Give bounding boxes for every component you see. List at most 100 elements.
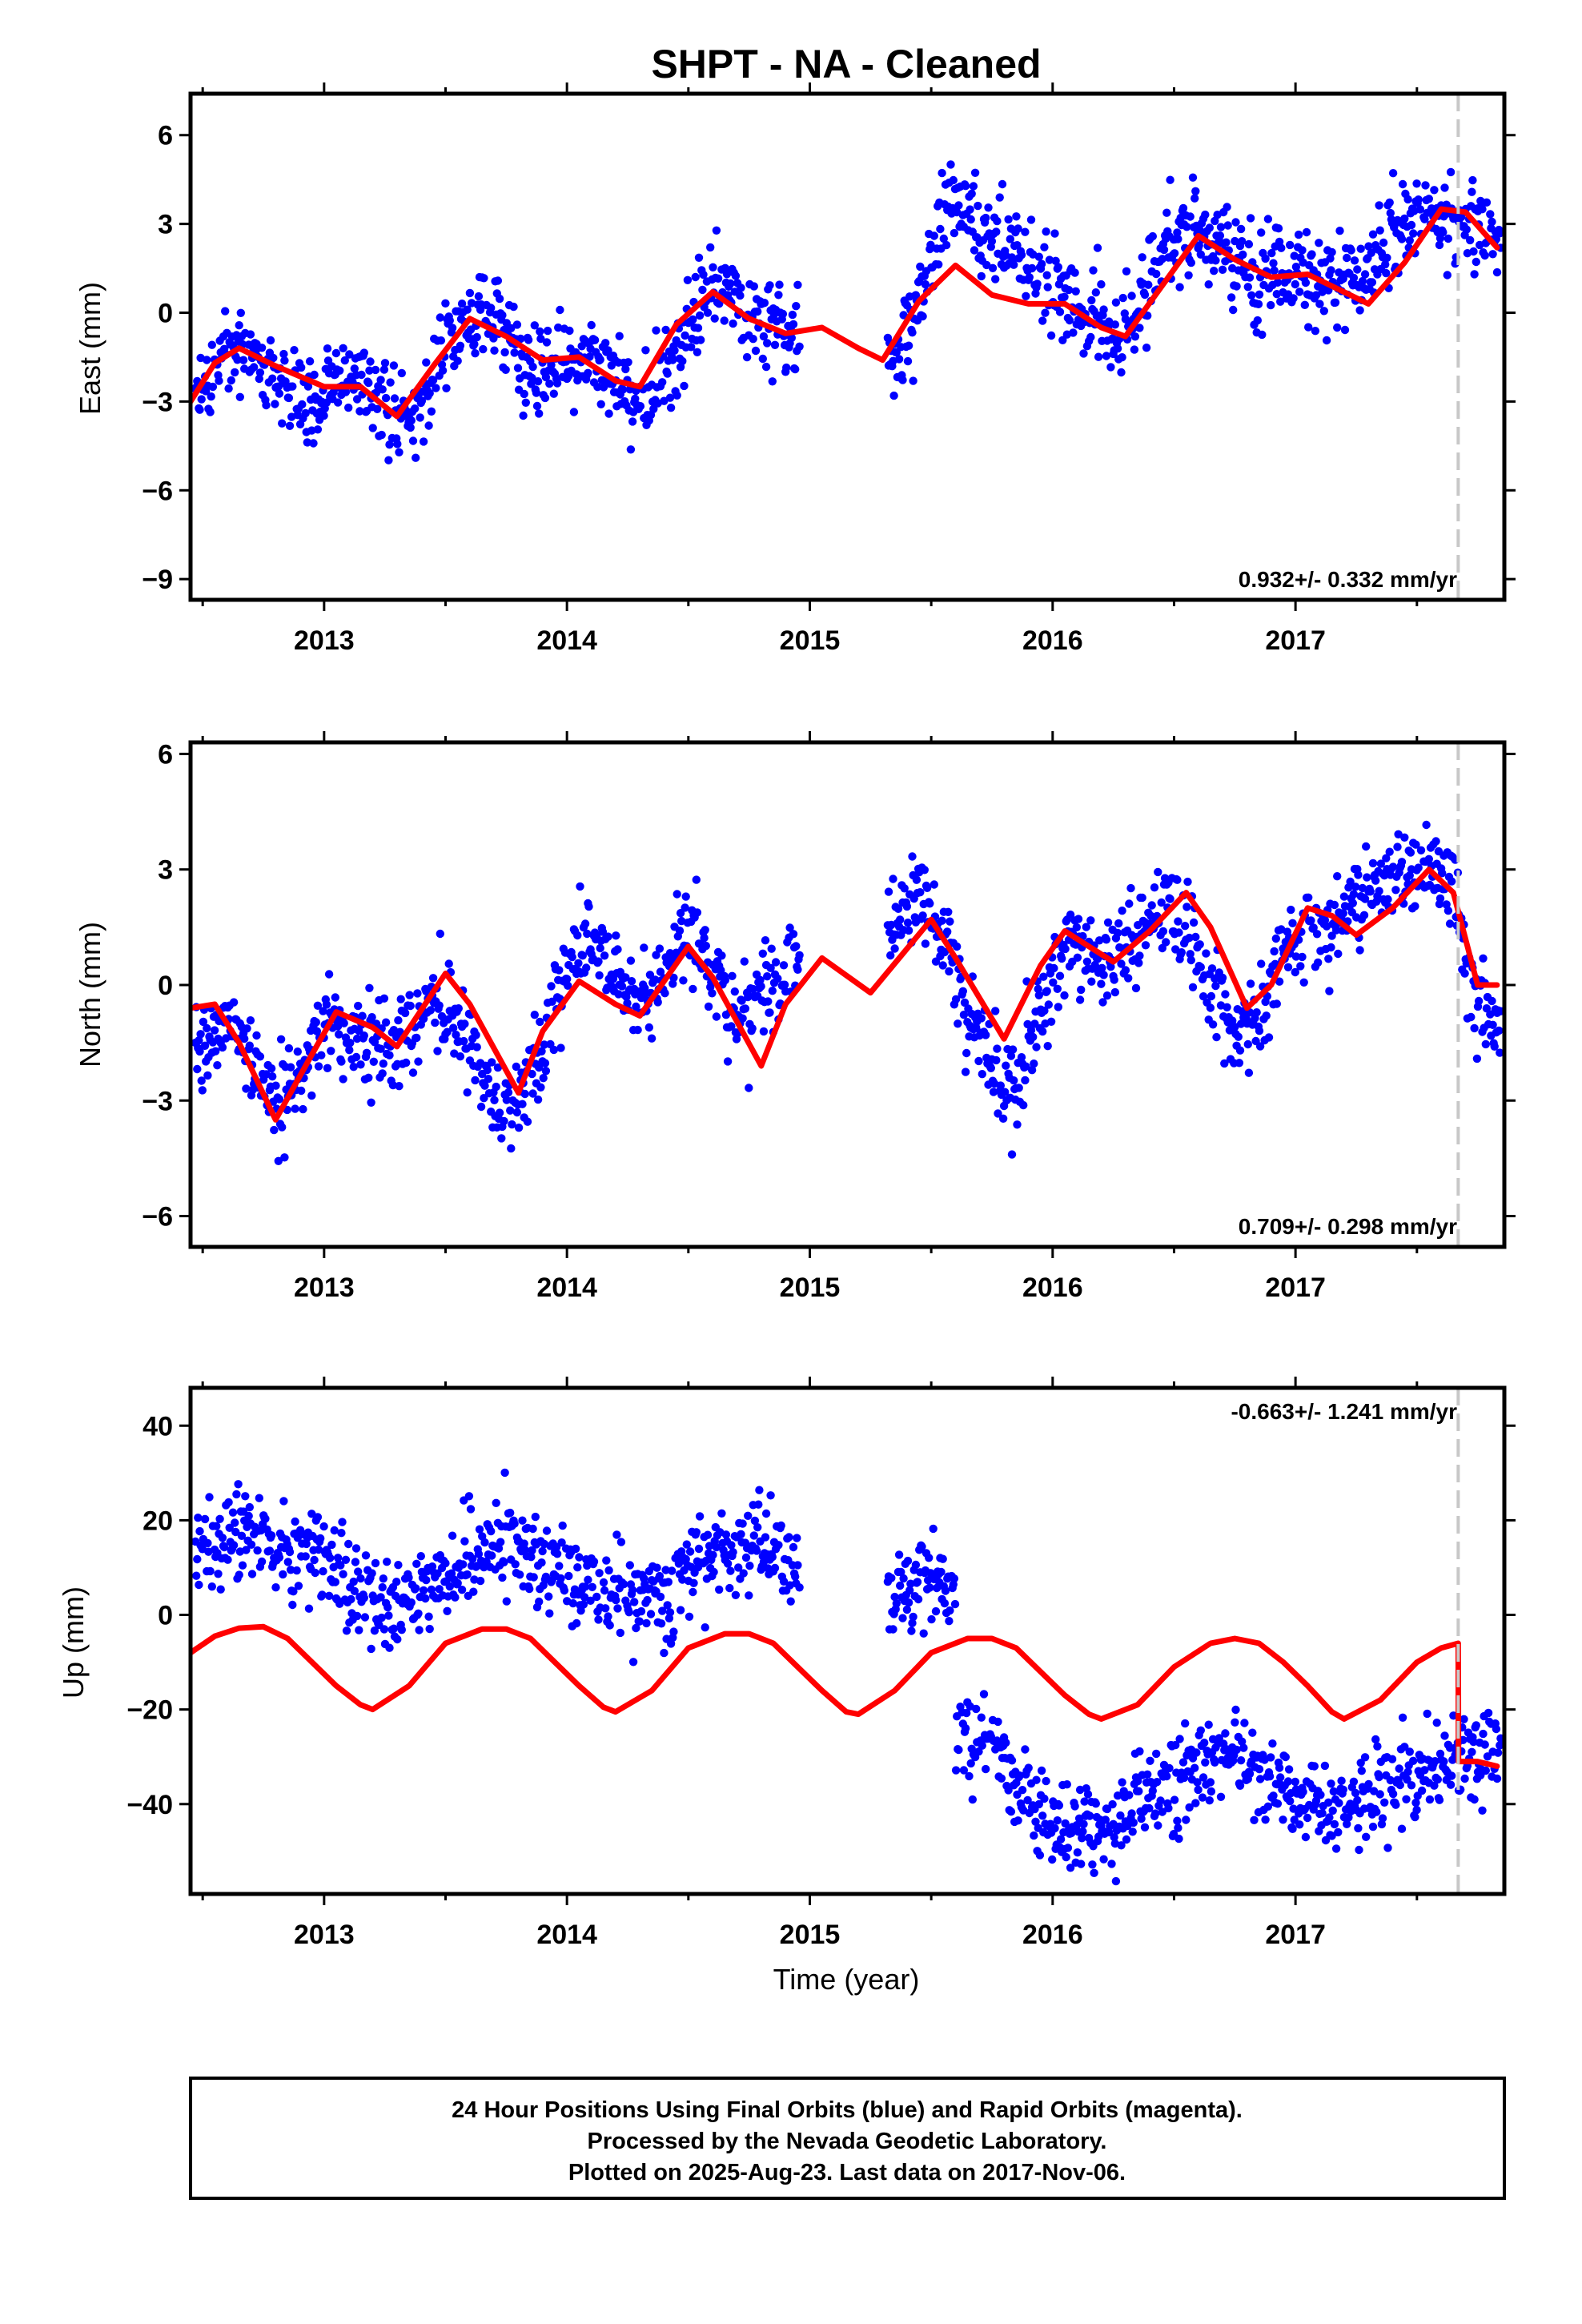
east-data-point	[729, 319, 737, 328]
north-data-point	[512, 1062, 520, 1072]
up-data-point	[1118, 1778, 1126, 1787]
up-data-point	[739, 1569, 748, 1578]
up-data-point	[940, 1598, 950, 1608]
north-data-point	[1354, 870, 1363, 879]
up-data-point	[1110, 1833, 1118, 1842]
north-data-point	[200, 1041, 210, 1051]
north-data-point	[1060, 991, 1069, 1000]
up-data-point	[1397, 1824, 1407, 1833]
up-data-point	[1343, 1819, 1351, 1828]
up-data-point	[518, 1516, 527, 1525]
east-data-point	[726, 279, 735, 288]
up-data-point	[926, 1583, 934, 1592]
east-data-point	[479, 344, 488, 354]
east-data-point	[938, 168, 946, 178]
east-data-point	[268, 374, 277, 383]
east-data-point	[942, 240, 951, 250]
east-data-point	[977, 271, 986, 281]
east-data-point	[1159, 245, 1169, 255]
up-data-point	[1299, 1787, 1307, 1796]
north-data-point	[210, 1026, 219, 1035]
north-y-tick-label: 6	[158, 739, 173, 770]
north-y-tick-label: −6	[142, 1202, 173, 1232]
east-data-point	[1071, 287, 1080, 296]
north-data-point	[1331, 926, 1341, 935]
east-data-point	[921, 279, 930, 289]
up-data-point	[755, 1486, 764, 1494]
north-data-point	[1416, 846, 1426, 855]
east-data-point	[939, 234, 949, 243]
up-data-point	[218, 1534, 227, 1542]
east-data-point	[1488, 217, 1496, 227]
up-data-point	[379, 1574, 387, 1583]
up-data-point	[1054, 1801, 1064, 1810]
up-data-point	[1417, 1786, 1427, 1795]
east-y-tick-label: 0	[158, 298, 173, 328]
up-data-point	[917, 1542, 926, 1551]
north-data-point	[555, 966, 564, 975]
east-data-point	[995, 193, 1004, 202]
east-data-point	[373, 404, 382, 413]
north-data-point	[1470, 1023, 1479, 1033]
east-data-point	[490, 346, 499, 355]
north-data-point	[1388, 862, 1398, 871]
north-data-point	[651, 975, 660, 984]
east-data-point	[498, 311, 507, 320]
up-data-point	[376, 1593, 385, 1602]
up-data-point	[913, 1578, 922, 1586]
north-data-point	[1325, 987, 1334, 995]
north-data-point	[1157, 898, 1166, 907]
north-data-point	[1046, 1017, 1056, 1027]
east-data-point	[1148, 231, 1158, 241]
up-data-point	[1335, 1799, 1343, 1807]
north-data-point	[953, 942, 962, 951]
north-data-point	[229, 998, 239, 1007]
north-data-point	[413, 989, 422, 998]
up-x-tick-label: 2013	[294, 1920, 355, 1950]
up-data-point	[344, 1539, 353, 1549]
east-data-point	[1054, 263, 1063, 271]
east-data-point	[203, 356, 211, 364]
up-data-point	[224, 1498, 233, 1507]
north-data-point	[1049, 978, 1058, 987]
north-data-point	[944, 907, 953, 917]
north-data-point	[721, 975, 729, 985]
north-data-point	[1360, 895, 1370, 903]
north-data-point	[213, 1061, 222, 1070]
up-data-point	[238, 1561, 247, 1570]
north-data-point	[490, 1096, 499, 1105]
up-data-point	[231, 1527, 240, 1537]
east-data-point	[1186, 258, 1196, 267]
up-data-point	[1349, 1777, 1359, 1786]
up-data-point	[1378, 1814, 1387, 1823]
up-data-point	[682, 1540, 691, 1549]
north-data-point	[926, 899, 934, 908]
east-data-point	[1038, 316, 1047, 325]
east-data-point	[239, 356, 248, 364]
east-data-point	[782, 363, 791, 372]
east-data-point	[1439, 227, 1447, 237]
east-data-point	[715, 300, 724, 308]
north-data-point	[1349, 890, 1359, 899]
east-data-point	[1462, 225, 1472, 234]
north-data-point	[748, 1024, 757, 1033]
north-data-point	[1252, 1008, 1261, 1017]
east-data-point	[894, 355, 904, 364]
east-data-point	[1012, 212, 1021, 221]
north-data-point	[1327, 943, 1335, 952]
up-data-point	[1383, 1844, 1392, 1852]
north-data-point	[540, 1059, 550, 1068]
up-data-point	[337, 1529, 346, 1538]
north-data-point	[480, 1094, 488, 1103]
north-data-point	[994, 1109, 1002, 1118]
up-data-point	[1356, 1759, 1365, 1767]
north-data-point	[576, 882, 584, 891]
east-data-point	[1004, 215, 1013, 224]
north-data-point	[1358, 883, 1367, 893]
east-data-point	[1142, 344, 1151, 352]
east-data-point	[569, 408, 579, 416]
up-data-point	[1077, 1860, 1086, 1868]
east-data-point	[970, 168, 980, 177]
north-data-point	[1382, 854, 1391, 862]
up-data-point	[994, 1717, 1002, 1727]
